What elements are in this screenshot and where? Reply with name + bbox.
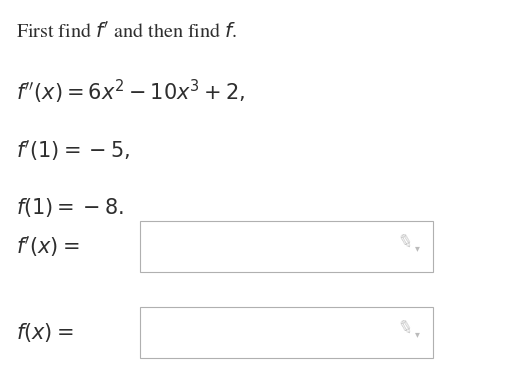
- FancyBboxPatch shape: [140, 307, 433, 358]
- Text: $f''(x) = 6x^2 - 10x^3 + 2,$: $f''(x) = 6x^2 - 10x^3 + 2,$: [16, 78, 245, 106]
- Text: $f'(1) = -5,$: $f'(1) = -5,$: [16, 138, 130, 163]
- Text: ✎: ✎: [395, 232, 414, 253]
- Text: $f'(x) =$: $f'(x) =$: [16, 234, 79, 259]
- Text: First find $f'$ and then find $f$.: First find $f'$ and then find $f$.: [16, 22, 237, 41]
- FancyBboxPatch shape: [140, 221, 433, 272]
- Text: ✎: ✎: [395, 318, 414, 339]
- Text: ▾: ▾: [415, 329, 420, 339]
- Text: $f(1) = -8.$: $f(1) = -8.$: [16, 196, 123, 219]
- Text: ▾: ▾: [415, 243, 420, 253]
- Text: $f(x) =$: $f(x) =$: [16, 321, 73, 344]
